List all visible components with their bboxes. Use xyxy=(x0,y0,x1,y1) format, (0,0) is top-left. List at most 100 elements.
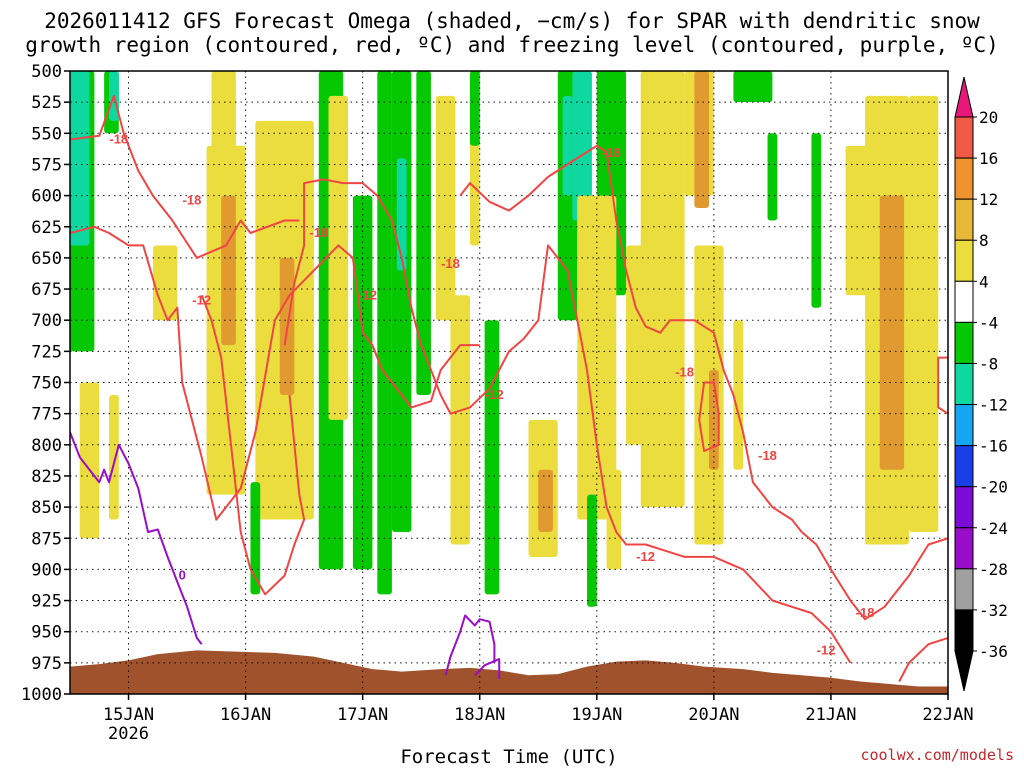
colorbar-segment xyxy=(954,486,974,529)
dgz-contour-label: -18 xyxy=(758,448,777,463)
y-tick-label: 975 xyxy=(31,654,62,674)
gridlines xyxy=(70,71,948,694)
colorbar-bottom-triangle xyxy=(954,650,974,692)
colorbar-tick-label: 20 xyxy=(979,108,998,127)
omega-region-yellow xyxy=(152,245,178,321)
dgz-contour-label: -12 xyxy=(358,287,377,302)
y-tick-label: 900 xyxy=(31,560,62,580)
colorbar-segment xyxy=(954,198,974,241)
omega-region-green xyxy=(469,71,480,146)
colorbar-tick-label: -32 xyxy=(979,601,1008,620)
chart-title-line1: 2026011412 GFS Forecast Omega (shaded, −… xyxy=(44,9,980,33)
omega-region-green xyxy=(811,133,822,308)
omega-region-green xyxy=(391,71,412,533)
omega-region-yellow xyxy=(733,320,744,470)
freezing-contour xyxy=(70,431,203,645)
dgz-contour-label: -18 xyxy=(183,193,202,208)
y-tick-label: 725 xyxy=(31,342,62,362)
y-tick-label: 675 xyxy=(31,280,62,300)
omega-region-orange xyxy=(221,195,236,346)
terrain-layer xyxy=(70,650,948,694)
colorbar-segment xyxy=(954,280,974,323)
x-axis-title: Forecast Time (UTC) xyxy=(400,746,617,768)
y-tick-label: 750 xyxy=(31,374,62,394)
dgz-contour-label: -18 xyxy=(441,256,460,271)
omega-region-yellow xyxy=(450,295,470,545)
omega-region-yellow xyxy=(908,95,939,533)
y-tick-label: 700 xyxy=(31,311,62,331)
colorbar-segment xyxy=(954,239,974,282)
omega-region-yellow xyxy=(328,95,349,420)
dgz-contour xyxy=(200,294,306,596)
colorbar-segment xyxy=(954,116,974,159)
omega-region-green xyxy=(733,71,773,103)
colorbar-segment xyxy=(954,609,974,652)
omega-region-yellow xyxy=(845,145,880,296)
y-tick-label: 500 xyxy=(31,62,62,82)
omega-region-green xyxy=(767,133,778,221)
x-tick-label: 20JAN xyxy=(688,705,739,725)
omega-region-green xyxy=(416,71,431,395)
y-axis: 500 525 550 575 600 625 650 675 700 725 750 775 800 8… xyxy=(21,62,70,705)
omega-region-yellow xyxy=(435,95,456,321)
dgz-contour-label: -12 xyxy=(817,642,836,657)
colorbar-tick-label: -12 xyxy=(979,396,1008,415)
omega-region-orange xyxy=(538,469,553,533)
x-tick-label: 21JAN xyxy=(805,705,856,725)
omega-region-teal xyxy=(572,71,592,221)
colorbar-tick-label: -4 xyxy=(979,313,998,332)
dgz-contour-label: -12 xyxy=(636,549,655,564)
dgz-contour-label: -18 xyxy=(602,145,621,160)
dgz-contour-label: -18 xyxy=(109,132,128,147)
dgz-contour xyxy=(283,178,852,664)
colorbar-tick-label: -36 xyxy=(979,642,1008,661)
colorbar-tick-label: -8 xyxy=(979,354,998,373)
colorbar-segment xyxy=(954,568,974,611)
y-tick-label: 525 xyxy=(31,93,62,113)
colorbar-tick-label: -20 xyxy=(979,478,1008,497)
x-tick-sublabel: 2026 xyxy=(108,724,149,744)
y-tick-label: 925 xyxy=(31,592,62,612)
colorbar-segment xyxy=(954,362,974,406)
omega-region-teal xyxy=(70,71,90,246)
omega-region-green xyxy=(377,71,392,595)
y-tick-label: 650 xyxy=(31,249,62,269)
omega-region-green xyxy=(250,482,261,595)
dgz-contour xyxy=(459,144,948,621)
y-tick-label: 1000 xyxy=(21,685,62,705)
omega-region-green xyxy=(587,494,597,607)
omega-region-yellow xyxy=(640,71,685,508)
freezing-contour-label: 0 xyxy=(179,568,186,583)
y-tick-label: 600 xyxy=(31,187,62,207)
omega-region-orange xyxy=(694,71,709,209)
x-tick-label: 15JAN xyxy=(103,705,154,725)
colorbar-tick-label: 4 xyxy=(979,272,989,291)
x-tick-label: 22JAN xyxy=(922,705,973,725)
x-tick-label: 18JAN xyxy=(454,705,505,725)
y-tick-label: 625 xyxy=(31,218,62,238)
colorbar-segment xyxy=(954,404,974,447)
dgz-contour-label: -12 xyxy=(192,292,211,307)
dgz-contour-label: -12 xyxy=(485,387,504,402)
dgz-contour xyxy=(937,356,948,415)
omega-region-yellow xyxy=(79,382,100,539)
terrain-fill xyxy=(70,650,948,694)
colorbar-tick-label: 8 xyxy=(979,231,989,250)
omega-region-orange xyxy=(879,195,905,470)
y-tick-label: 550 xyxy=(31,124,62,144)
dgz-contour xyxy=(898,636,948,682)
dgz-contour xyxy=(70,94,300,259)
dgz-contour-label: -18 xyxy=(309,225,328,240)
omega-region-green xyxy=(484,320,500,595)
colorbar-segment xyxy=(954,157,974,200)
chart-title-line2: growth region (contoured, red, ºC) and f… xyxy=(25,33,999,57)
omega-region-teal xyxy=(396,158,407,271)
colorbar-tick-label: 12 xyxy=(979,190,998,209)
y-tick-label: 775 xyxy=(31,405,62,425)
dgz-contour xyxy=(698,381,720,452)
colorbar-tick-label: -16 xyxy=(979,437,1008,456)
colorbar-segment xyxy=(954,527,974,570)
dgz-contour xyxy=(70,225,480,521)
